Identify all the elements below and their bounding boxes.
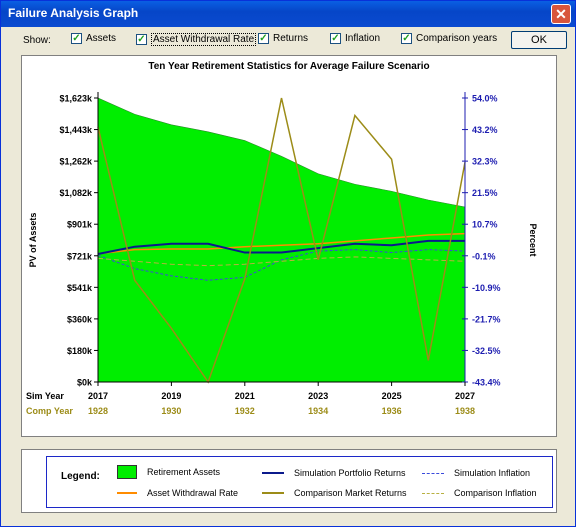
comp-year-tick-label: 1928 — [88, 406, 108, 416]
comp-year-tick-label: 1930 — [161, 406, 181, 416]
assets-checkbox-label: Assets — [86, 33, 117, 44]
right-axis-title: Percent — [528, 223, 538, 256]
ok-button[interactable]: OK — [511, 31, 567, 49]
check-icon[interactable]: ✓ — [258, 33, 269, 44]
legend-label: Asset Withdrawal Rate — [147, 488, 239, 498]
right-tick-label: 21.5% — [472, 188, 498, 198]
left-tick-label: $1,623k — [59, 94, 93, 104]
left-tick-label: $721k — [67, 251, 93, 261]
asset-withdrawal-rate-checkbox-label: Asset Withdrawal Rate — [151, 33, 257, 46]
left-tick-label: $180k — [67, 346, 93, 356]
sim-returns-swatch — [262, 472, 284, 474]
legend-title: Legend: — [61, 471, 100, 482]
sim-year-tick-label: 2023 — [308, 391, 328, 401]
right-tick-label: 54.0% — [472, 94, 498, 104]
legend-label: Comparison Inflation — [454, 488, 537, 498]
sim-year-tick-label: 2027 — [455, 391, 475, 401]
check-icon[interactable]: ✓ — [401, 33, 412, 44]
right-tick-label: -43.4% — [472, 378, 501, 388]
left-axis-title: PV of Assets — [28, 213, 38, 268]
check-icon[interactable]: ✓ — [136, 34, 147, 45]
withdrawal-rate-line — [97, 232, 466, 255]
legend-label: Simulation Inflation — [454, 468, 531, 478]
assets-swatch — [117, 465, 137, 479]
comp-returns-swatch — [262, 492, 284, 494]
legend-item-retirement-assets: Retirement Assets — [117, 465, 220, 479]
check-icon[interactable]: ✓ — [330, 33, 341, 44]
right-tick-label: 10.7% — [472, 220, 498, 230]
comp-year-row-label: Comp Year — [26, 406, 73, 416]
retirement-assets-area — [97, 97, 466, 383]
legend-box: Legend: Retirement Assets Simulation Por… — [46, 456, 553, 508]
legend-item-withdrawal-rate: Asset Withdrawal Rate — [117, 488, 238, 498]
right-tick-label: -32.5% — [472, 346, 501, 356]
chart-title: Ten Year Retirement Statistics for Avera… — [148, 61, 429, 72]
simulation-returns-line — [97, 239, 465, 255]
chart-panel: Ten Year Retirement Statistics for Avera… — [21, 55, 557, 437]
withdrawal-swatch — [117, 492, 137, 494]
sim-year-tick-label: 2021 — [235, 391, 255, 401]
comp-year-tick-label: 1932 — [235, 406, 255, 416]
sim-year-tick-label: 2019 — [161, 391, 181, 401]
returns-checkbox[interactable]: ✓ Returns — [258, 33, 308, 44]
left-tick-label: $1,262k — [59, 157, 93, 167]
inflation-checkbox[interactable]: ✓ Inflation — [330, 33, 380, 44]
comparison-years-checkbox-label: Comparison years — [416, 33, 498, 44]
inflation-checkbox-label: Inflation — [345, 33, 381, 44]
comparison-inflation-line — [97, 256, 466, 267]
legend-item-comp-inflation: Comparison Inflation — [422, 488, 537, 498]
right-tick-label: -0.1% — [472, 251, 496, 261]
legend-label: Comparison Market Returns — [294, 488, 407, 498]
check-icon[interactable]: ✓ — [71, 33, 82, 44]
right-tick-label: 32.3% — [472, 157, 498, 167]
comp-inflation-swatch — [422, 492, 444, 494]
legend-item-sim-inflation: Simulation Inflation — [422, 468, 530, 478]
left-tick-label: $901k — [67, 220, 93, 230]
left-tick-label: $1,443k — [59, 125, 93, 135]
comparison-years-checkbox[interactable]: ✓ Comparison years — [401, 33, 497, 44]
left-tick-label: $1,082k — [59, 188, 93, 198]
comp-year-tick-label: 1934 — [308, 406, 328, 416]
title-bar[interactable]: Failure Analysis Graph ✕ — [1, 1, 575, 27]
sim-year-tick-label: 2017 — [88, 391, 108, 401]
sim-year-tick-label: 2025 — [382, 391, 402, 401]
show-label: Show: — [23, 35, 51, 46]
simulation-inflation-line — [97, 249, 466, 281]
comp-year-tick-label: 1936 — [382, 406, 402, 416]
assets-checkbox[interactable]: ✓ Assets — [71, 33, 116, 44]
show-toolbar: Show: ✓ Assets ✓ Asset Withdrawal Rate ✓… — [1, 29, 575, 51]
asset-withdrawal-rate-checkbox[interactable]: ✓ Asset Withdrawal Rate — [136, 33, 257, 46]
legend-panel: Legend: Retirement Assets Simulation Por… — [21, 449, 557, 513]
comparison-returns-line — [97, 97, 466, 384]
returns-checkbox-label: Returns — [273, 33, 309, 44]
left-tick-label: $360k — [67, 314, 93, 324]
sim-inflation-swatch — [422, 472, 444, 474]
right-tick-label: -21.7% — [472, 314, 501, 324]
sim-year-row-label: Sim Year — [26, 391, 64, 401]
close-button[interactable]: ✕ — [551, 4, 571, 24]
legend-label: Retirement Assets — [147, 467, 221, 477]
right-tick-label: -10.9% — [472, 283, 501, 293]
legend-item-sim-returns: Simulation Portfolio Returns — [262, 468, 406, 478]
failure-chart: Ten Year Retirement Statistics for Avera… — [26, 61, 538, 416]
left-tick-label: $541k — [67, 283, 93, 293]
comp-year-tick-label: 1938 — [455, 406, 475, 416]
window-title: Failure Analysis Graph — [8, 6, 139, 20]
legend-item-comp-returns: Comparison Market Returns — [262, 488, 407, 498]
right-tick-label: 43.2% — [472, 125, 498, 135]
legend-label: Simulation Portfolio Returns — [294, 468, 406, 478]
left-tick-label: $0k — [77, 378, 93, 388]
